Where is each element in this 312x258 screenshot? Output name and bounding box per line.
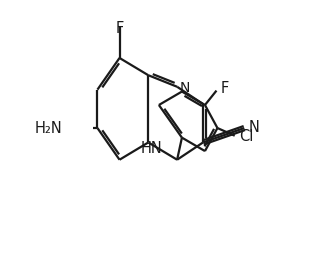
Text: N: N — [249, 119, 260, 135]
Text: Cl: Cl — [240, 129, 254, 144]
Text: F: F — [115, 21, 124, 36]
Text: N: N — [180, 81, 190, 95]
Text: HN: HN — [140, 141, 162, 156]
Text: H₂N: H₂N — [34, 120, 62, 135]
Text: F: F — [220, 81, 229, 96]
